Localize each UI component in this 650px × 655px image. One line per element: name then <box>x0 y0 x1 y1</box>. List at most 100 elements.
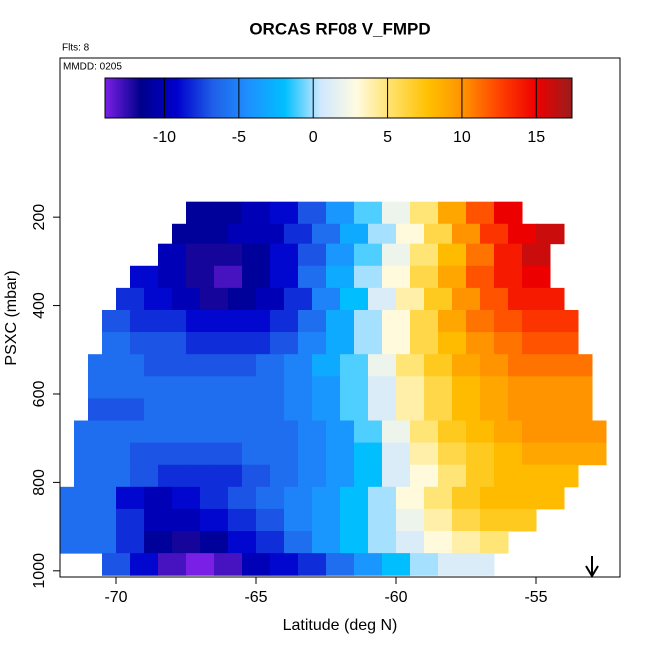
heat-cell <box>522 243 551 267</box>
heatmap <box>60 201 607 576</box>
heat-cell <box>284 223 313 245</box>
colorbar <box>104 77 573 119</box>
heat-cell <box>452 398 481 422</box>
heat-cell <box>340 508 369 532</box>
heat-cell <box>466 420 495 444</box>
heat-cell <box>396 531 425 554</box>
heat-cell <box>130 309 159 333</box>
heat-cell <box>242 201 271 225</box>
heat-cell <box>326 243 355 267</box>
heat-cell <box>508 354 537 377</box>
heat-cell <box>130 420 159 444</box>
heat-cell <box>522 332 551 355</box>
heat-cell <box>326 442 355 466</box>
heat-cell <box>368 376 397 399</box>
heat-cell <box>340 376 369 399</box>
heat-cell <box>340 287 369 311</box>
heat-cell <box>200 531 229 554</box>
heat-cell <box>410 553 439 576</box>
heat-cell <box>158 332 187 355</box>
heat-cell <box>508 486 537 510</box>
heat-cell <box>410 332 439 355</box>
heat-cell <box>116 398 145 422</box>
heat-cell <box>396 354 425 377</box>
heat-cell <box>172 376 201 399</box>
x-tick-label: -60 <box>384 589 407 606</box>
heat-cell <box>284 398 313 422</box>
heat-cell <box>270 201 299 225</box>
heat-cell <box>494 420 523 444</box>
heat-cell <box>480 398 509 422</box>
heat-cell <box>522 420 551 444</box>
heat-cell <box>158 553 187 576</box>
heat-cell <box>242 442 271 466</box>
heat-cell <box>466 442 495 466</box>
heat-cell <box>396 486 425 510</box>
heat-cell <box>410 309 439 333</box>
heat-cell <box>382 464 411 488</box>
heat-cell <box>256 508 285 532</box>
heat-cell <box>284 354 313 377</box>
heat-cell <box>438 265 467 289</box>
heat-cell <box>438 332 467 355</box>
heat-cell <box>228 223 257 245</box>
heat-cell <box>466 332 495 355</box>
heat-cell <box>102 332 131 355</box>
heat-cell <box>74 442 103 466</box>
heat-cell <box>494 464 523 488</box>
heat-cell <box>256 223 285 245</box>
heat-cell <box>382 201 411 225</box>
heat-cell <box>284 287 313 311</box>
heat-cell <box>172 287 201 311</box>
heat-cell <box>438 309 467 333</box>
annotation: MMDD: 0205 <box>63 62 122 73</box>
heat-cell <box>298 265 327 289</box>
heat-cell <box>312 398 341 422</box>
colorbar-tick-label: -5 <box>232 129 246 146</box>
heat-cell <box>228 354 257 377</box>
heat-cell <box>396 223 425 245</box>
y-tick-label: 800 <box>31 469 48 496</box>
heat-cell <box>522 265 551 289</box>
heat-cell <box>172 531 201 554</box>
heat-cell <box>284 486 313 510</box>
heat-cell <box>284 508 313 532</box>
heat-cell <box>494 243 523 267</box>
heat-cell <box>256 486 285 510</box>
heat-cell <box>186 243 215 267</box>
heat-cell <box>326 309 355 333</box>
heat-cell <box>242 265 271 289</box>
heat-cell <box>466 265 495 289</box>
heat-cell <box>368 287 397 311</box>
heat-cell <box>172 508 201 532</box>
heat-cell <box>214 332 243 355</box>
heat-cell <box>144 354 173 377</box>
heat-cell <box>186 553 215 576</box>
heat-cell <box>242 243 271 267</box>
heat-cell <box>536 398 565 422</box>
heat-cell <box>354 553 383 576</box>
heat-cell <box>354 442 383 466</box>
heat-cell <box>326 265 355 289</box>
heat-cell <box>228 398 257 422</box>
heat-cell <box>88 508 117 532</box>
heat-cell <box>410 243 439 267</box>
heat-cell <box>438 201 467 225</box>
heat-cell <box>200 486 229 510</box>
heat-cell <box>242 420 271 444</box>
heat-cell <box>382 309 411 333</box>
heat-cell <box>186 332 215 355</box>
heat-cell <box>382 332 411 355</box>
heat-cell <box>298 420 327 444</box>
heat-cell <box>74 420 103 444</box>
heat-cell <box>144 376 173 399</box>
heat-cell <box>340 354 369 377</box>
heat-cell <box>298 442 327 466</box>
heat-cell <box>368 354 397 377</box>
heat-cell <box>466 243 495 267</box>
heat-cell <box>256 287 285 311</box>
heat-cell <box>102 442 131 466</box>
heat-cell <box>158 464 187 488</box>
heat-cell <box>158 243 187 267</box>
heat-cell <box>60 508 89 532</box>
